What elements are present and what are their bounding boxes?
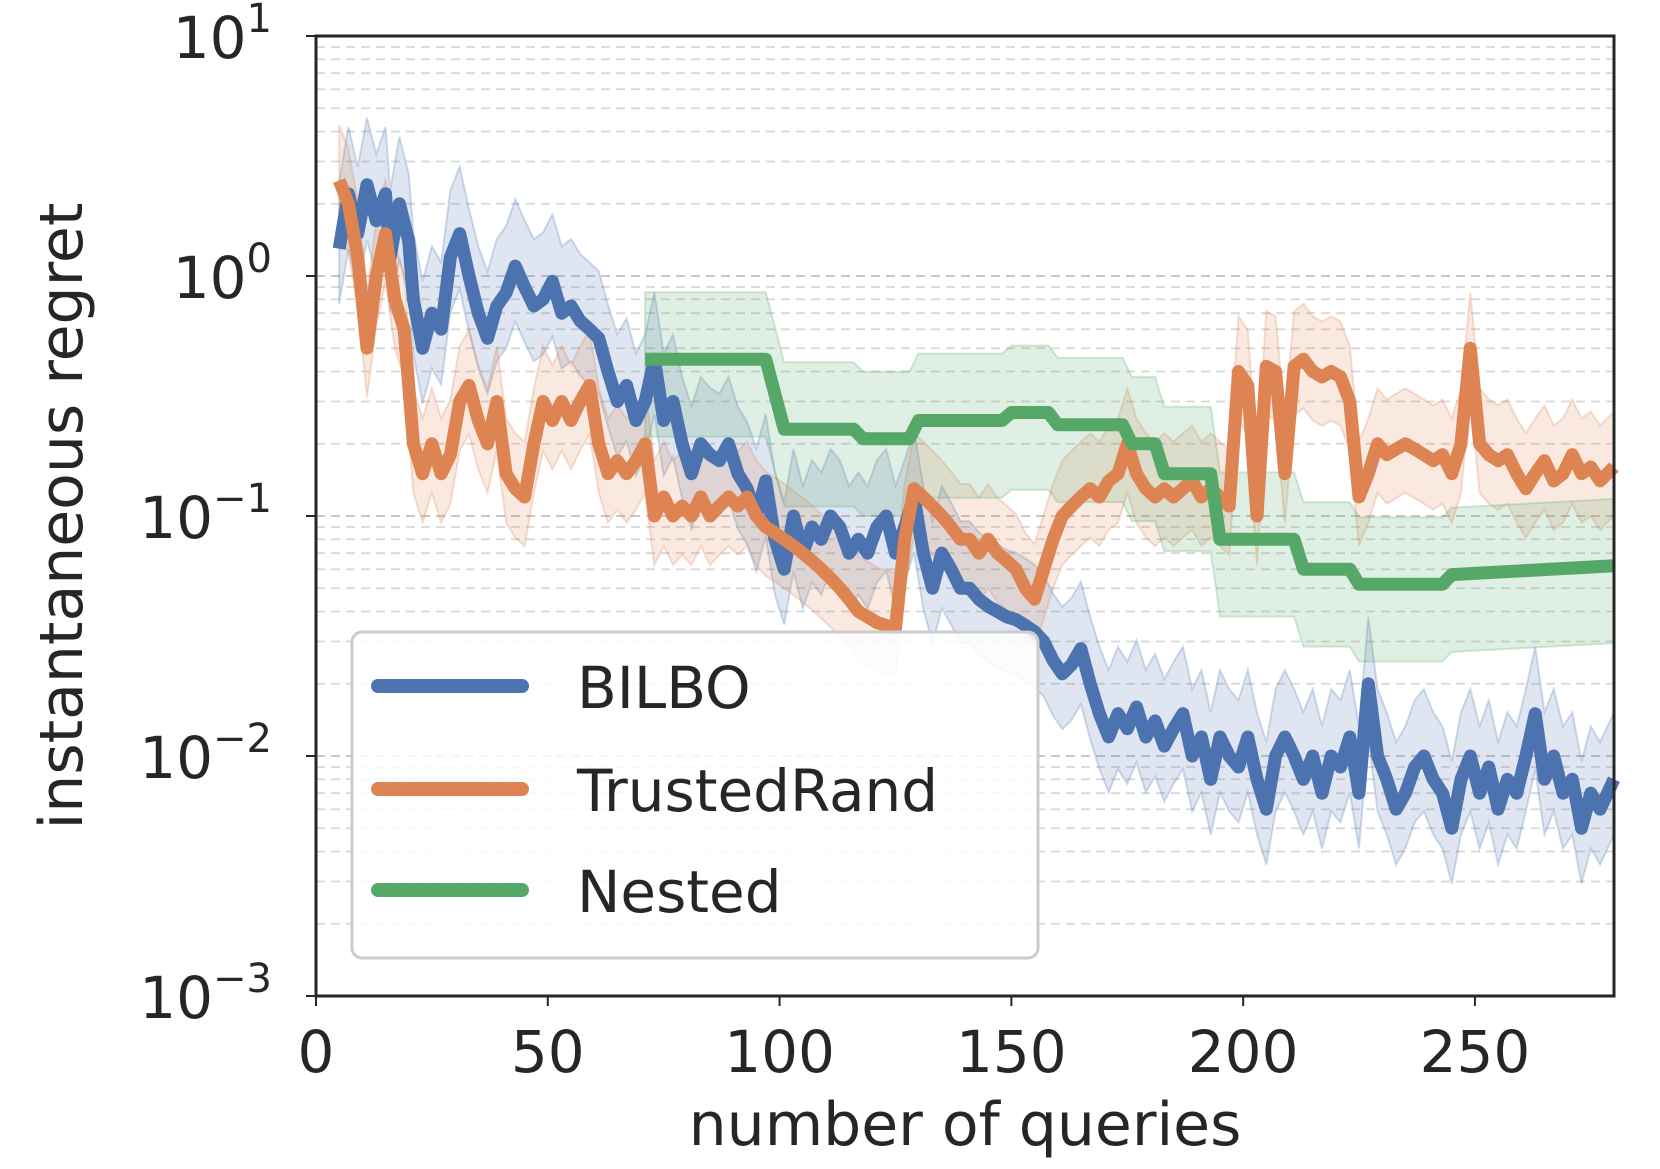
y-axis-ticks: 10−3 10−2 10−1 100 101 (139, 0, 316, 1032)
line-bilbo (332, 178, 1620, 835)
y-tick-label: 10−1 (139, 476, 272, 552)
line-nested (645, 352, 1615, 591)
legend-label-bilbo: BILBO (577, 654, 751, 722)
line-trustedrand (333, 178, 1619, 635)
y-axis-label: instantaneous regret (27, 203, 97, 830)
x-tick-label: 150 (956, 1018, 1067, 1086)
x-axis-ticks: 0 50 100 150 200 250 (298, 996, 1531, 1086)
y-tick-label: 100 (173, 236, 272, 312)
legend-label-nested: Nested (577, 858, 782, 926)
y-tick-label: 101 (173, 0, 272, 72)
y-tick-label: 10−2 (139, 716, 272, 792)
x-tick-label: 50 (511, 1018, 585, 1086)
legend-box (350, 630, 1040, 960)
x-axis-label: number of queries (689, 1090, 1242, 1160)
series-lines (332, 178, 1620, 835)
legend: BILBO TrustedRand Nested (350, 630, 1040, 960)
x-tick-label: 250 (1420, 1018, 1531, 1086)
x-tick-label: 100 (724, 1018, 835, 1086)
y-tick-label: 10−3 (139, 956, 272, 1032)
legend-label-trustedrand: TrustedRand (576, 757, 938, 825)
x-tick-label: 200 (1188, 1018, 1299, 1086)
x-tick-label: 0 (298, 1018, 335, 1086)
